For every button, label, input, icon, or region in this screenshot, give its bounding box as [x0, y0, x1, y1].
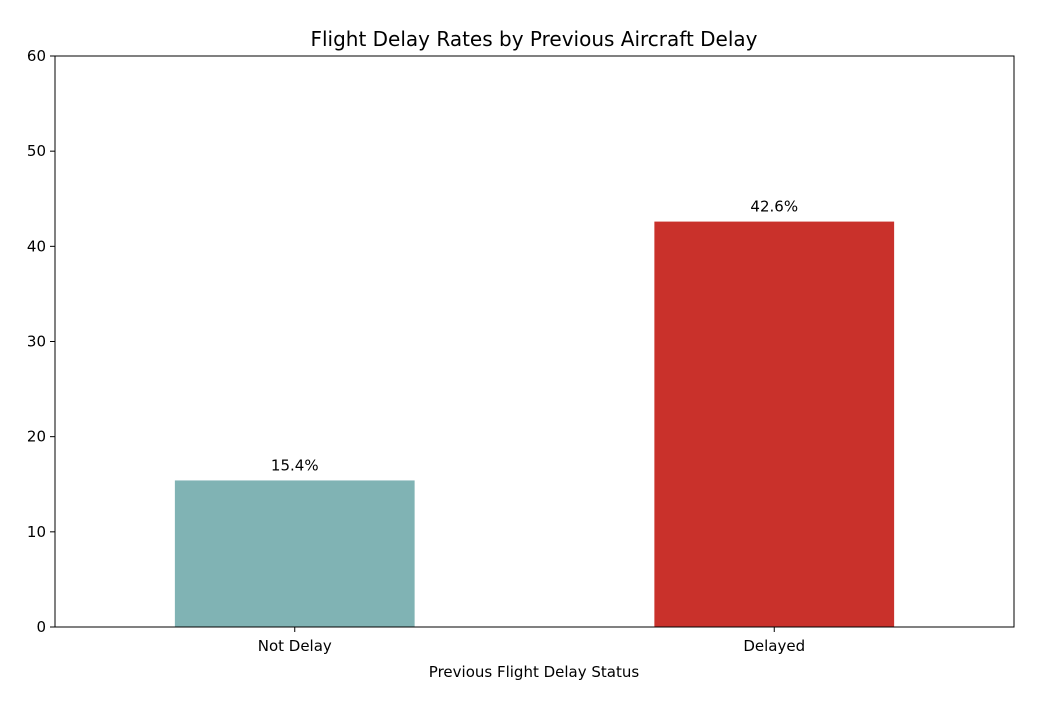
y-axis: 0 10 20 30 40 50 60	[27, 47, 55, 636]
x-tick-label: Delayed	[743, 637, 805, 655]
bar-delayed	[654, 221, 895, 627]
y-tick-label: 60	[27, 47, 46, 65]
y-tick-label: 0	[36, 618, 46, 636]
y-tick-label: 50	[27, 142, 46, 160]
data-label-delayed: 42.6%	[750, 198, 798, 216]
bar-not-delay	[174, 480, 415, 627]
data-labels-layer: 15.4% 42.6%	[271, 198, 798, 475]
chart-title: Flight Delay Rates by Previous Aircraft …	[310, 27, 757, 51]
data-label-not-delay: 15.4%	[271, 456, 319, 474]
y-tick-label: 30	[27, 333, 46, 351]
y-tick-label: 40	[27, 237, 46, 255]
x-axis-label: Previous Flight Delay Status	[429, 663, 640, 681]
x-tick-label: Not Delay	[258, 637, 332, 655]
y-tick-label: 20	[27, 428, 46, 446]
plot-frame	[54, 55, 1015, 628]
x-axis: Not Delay Delayed	[258, 627, 805, 655]
bars-layer	[174, 221, 895, 627]
y-tick-label: 10	[27, 523, 46, 541]
